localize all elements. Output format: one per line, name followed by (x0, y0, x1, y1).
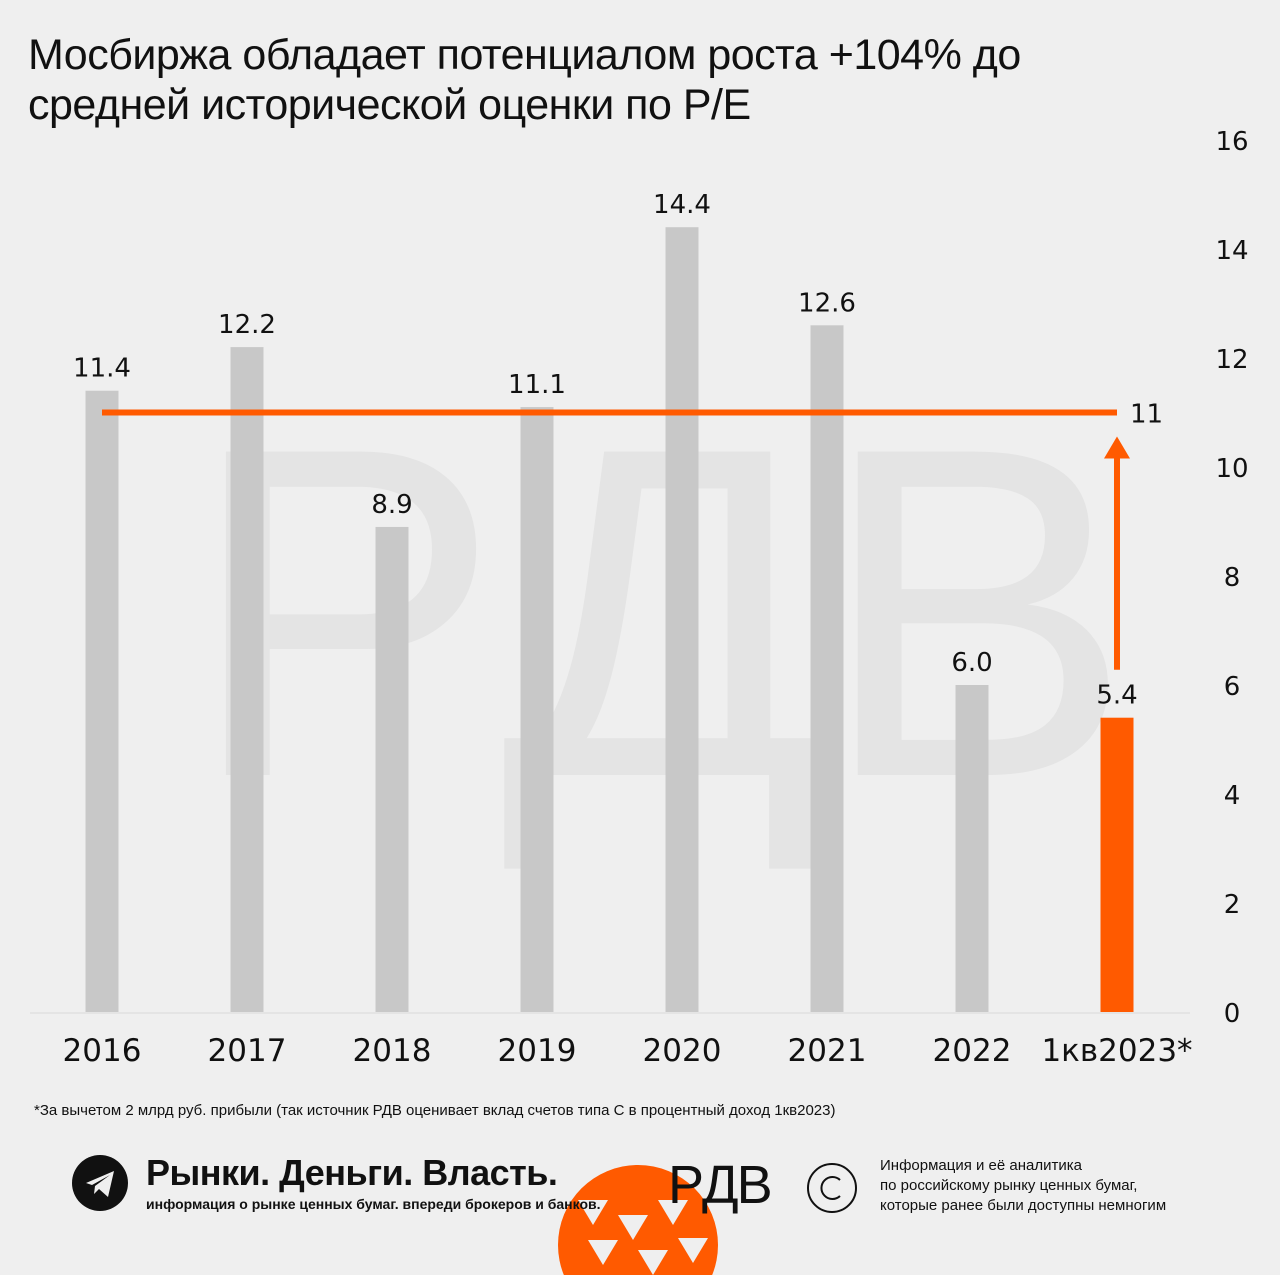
info-line-2: по российскому рынку ценных бумаг, (880, 1177, 1138, 1194)
y-tick-label-14: 14 (1215, 236, 1248, 266)
bar-2016 (85, 390, 119, 1012)
title-line-1: Мосбиржа обладает потенциалом роста +104… (28, 31, 1021, 79)
decorative-pattern (558, 1165, 718, 1275)
bar-chart: PДB 11.4201612.220178.9201811.1201914.42… (30, 127, 1249, 1069)
y-tick-label-10: 10 (1215, 454, 1248, 484)
value-label-2016: 11.4 (73, 354, 131, 384)
value-label-2022: 6.0 (951, 648, 992, 678)
footnote: *За вычетом 2 млрд руб. прибыли (так ист… (34, 1102, 836, 1119)
x-tick-label-2021: 2021 (788, 1033, 867, 1069)
footer: Рынки. Деньги. Власть. информация о рынк… (0, 1140, 1280, 1275)
value-label-2021: 12.6 (798, 288, 856, 318)
bar-2020 (665, 227, 699, 1012)
info-line-1: Информация и её аналитика (880, 1157, 1082, 1174)
rdv-logo: PДB (668, 1155, 773, 1215)
chart-title: Мосбиржа обладает потенциалом роста +104… (28, 30, 1228, 130)
x-tick-label-2019: 2019 (498, 1033, 577, 1069)
y-tick-label-2: 2 (1224, 890, 1241, 920)
y-tick-label-6: 6 (1224, 672, 1241, 702)
x-tick-label-1кв2023*: 1кв2023* (1041, 1033, 1192, 1069)
value-label-2020: 14.4 (653, 190, 711, 220)
growth-arrow-head (1104, 436, 1130, 459)
y-tick-label-0: 0 (1224, 999, 1241, 1029)
reference-line-label: 11 (1130, 400, 1163, 430)
y-tick-label-16: 16 (1215, 127, 1248, 157)
info-text: Информация и её аналитика по российскому… (880, 1156, 1166, 1216)
bar-2018 (375, 526, 409, 1012)
bar-2022 (955, 685, 989, 1012)
y-tick-label-12: 12 (1215, 345, 1248, 375)
copyright-icon (807, 1163, 857, 1213)
value-label-1кв2023*: 5.4 (1096, 681, 1137, 711)
y-tick-label-8: 8 (1224, 563, 1241, 593)
x-tick-label-2018: 2018 (353, 1033, 432, 1069)
title-line-2: средней исторической оценки по P/E (28, 81, 751, 129)
x-tick-label-2017: 2017 (208, 1033, 287, 1069)
bar-2021 (810, 325, 844, 1012)
y-tick-label-4: 4 (1224, 781, 1241, 811)
watermark-logo: PДB (187, 350, 1132, 875)
bar-2017 (230, 347, 264, 1013)
brand-tagline: информация о рынке ценных бумаг. впереди… (146, 1196, 601, 1212)
brand-name: Рынки. Деньги. Власть. (146, 1152, 558, 1193)
value-label-2017: 12.2 (218, 310, 276, 340)
bar-1кв2023* (1100, 717, 1134, 1012)
value-label-2018: 8.9 (371, 490, 412, 520)
x-tick-label-2022: 2022 (933, 1033, 1012, 1069)
telegram-icon[interactable] (72, 1155, 128, 1211)
bar-2019 (520, 407, 554, 1012)
x-tick-label-2016: 2016 (63, 1033, 142, 1069)
value-label-2019: 11.1 (508, 370, 566, 400)
x-tick-label-2020: 2020 (643, 1033, 722, 1069)
info-line-3: которые ранее были доступны немногим (880, 1197, 1167, 1214)
